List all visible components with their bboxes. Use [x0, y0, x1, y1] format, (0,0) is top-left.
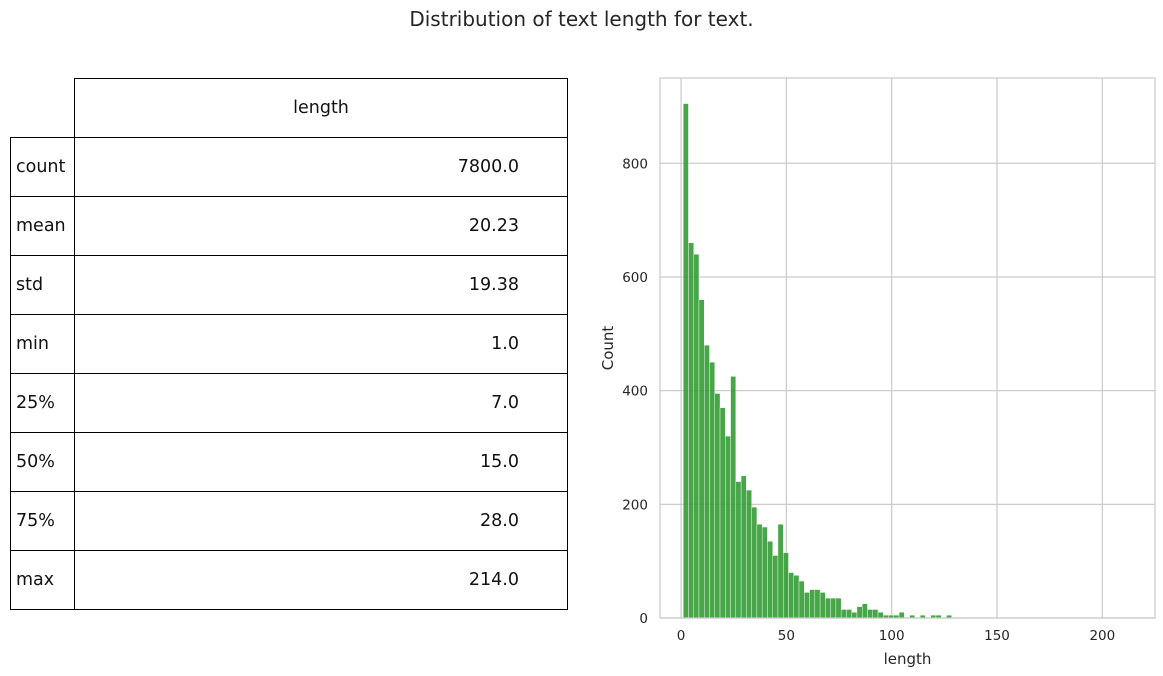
- histogram-bar: [772, 555, 779, 619]
- histogram-bar: [735, 481, 742, 619]
- histogram-bar: [804, 592, 810, 619]
- x-tick-label: 50: [778, 628, 795, 644]
- y-axis-label: Count: [599, 326, 617, 371]
- histogram-bar: [846, 609, 852, 619]
- histogram-bar: [856, 606, 863, 619]
- row-label: 25%: [10, 373, 75, 433]
- y-tick-label: 200: [622, 497, 648, 513]
- histogram-bar: [898, 612, 905, 619]
- histogram-bar: [777, 524, 784, 619]
- histogram-bar: [751, 506, 758, 619]
- row-label: min: [10, 314, 75, 374]
- x-tick-label: 100: [879, 628, 905, 644]
- histogram-bar: [819, 592, 826, 619]
- x-tick-label: 150: [984, 628, 1010, 644]
- table-row: count 7800.0: [10, 137, 568, 197]
- x-tick-label: 200: [1089, 628, 1115, 644]
- histogram-bar: [688, 242, 694, 619]
- x-axis-label: length: [884, 650, 932, 668]
- x-tick-label: 0: [677, 628, 686, 644]
- row-value: 19.38: [74, 255, 568, 315]
- histogram-bar: [756, 524, 763, 619]
- row-value: 1.0: [74, 314, 568, 374]
- histogram-bar: [872, 609, 879, 619]
- histogram-bars: [682, 103, 1131, 619]
- row-label: 50%: [10, 432, 75, 492]
- table-row: mean 20.23: [10, 196, 568, 256]
- table-column-header: length: [74, 78, 568, 138]
- histogram-bar: [698, 299, 705, 619]
- histogram-bar: [725, 435, 731, 619]
- table-row: 75% 28.0: [10, 491, 568, 551]
- y-tick-label: 800: [622, 156, 648, 172]
- table-row: std 19.38: [10, 255, 568, 315]
- histogram-bar: [714, 393, 721, 619]
- histogram-bar: [704, 344, 710, 619]
- histogram-bar: [798, 580, 805, 619]
- plot-frame: [659, 77, 1156, 619]
- histogram-bar: [761, 526, 768, 619]
- row-value: 214.0: [74, 550, 568, 610]
- histogram-bar: [719, 407, 726, 619]
- histogram-bar: [682, 103, 689, 619]
- y-tick-label: 0: [639, 611, 648, 627]
- row-value: 7800.0: [74, 137, 568, 197]
- histogram-bar: [793, 575, 800, 619]
- y-tick-label: 600: [622, 270, 648, 286]
- histogram-bar: [783, 552, 789, 619]
- histogram-bar: [767, 541, 773, 619]
- row-value: 28.0: [74, 491, 568, 551]
- row-value: 7.0: [74, 373, 568, 433]
- histogram-bar: [830, 597, 837, 619]
- histogram-bar: [746, 489, 752, 619]
- histogram-bar: [862, 603, 868, 619]
- tick-labels: 0 50 100 150 200 0 200 400 600 800: [622, 156, 1115, 644]
- row-value: 15.0: [74, 432, 568, 492]
- histogram-bar: [730, 376, 737, 619]
- y-tick-label: 400: [622, 384, 648, 400]
- histogram-bar: [788, 572, 794, 619]
- row-label: max: [10, 550, 75, 610]
- histogram-bar: [693, 254, 700, 619]
- histogram-bar: [840, 609, 847, 619]
- histogram-bar: [809, 589, 816, 619]
- histogram-bar: [877, 612, 884, 619]
- table-row: 25% 7.0: [10, 373, 568, 433]
- figure-title: Distribution of text length for text.: [409, 7, 754, 31]
- summary-stats-table: length count 7800.0 mean 20.23 std 19.38…: [10, 78, 568, 610]
- table-row: min 1.0: [10, 314, 568, 374]
- row-label: 75%: [10, 491, 75, 551]
- histogram-bar: [814, 589, 821, 619]
- histogram-bar: [835, 597, 842, 619]
- row-label: count: [10, 137, 75, 197]
- histogram-bar: [867, 609, 873, 619]
- histogram-bar: [740, 475, 747, 619]
- row-value: 20.23: [74, 196, 568, 256]
- histogram-bar: [709, 362, 715, 619]
- table-row: max 214.0: [10, 550, 568, 610]
- histogram-bar: [825, 597, 831, 619]
- histogram-bar: [851, 612, 858, 619]
- table-row: 50% 15.0: [10, 432, 568, 492]
